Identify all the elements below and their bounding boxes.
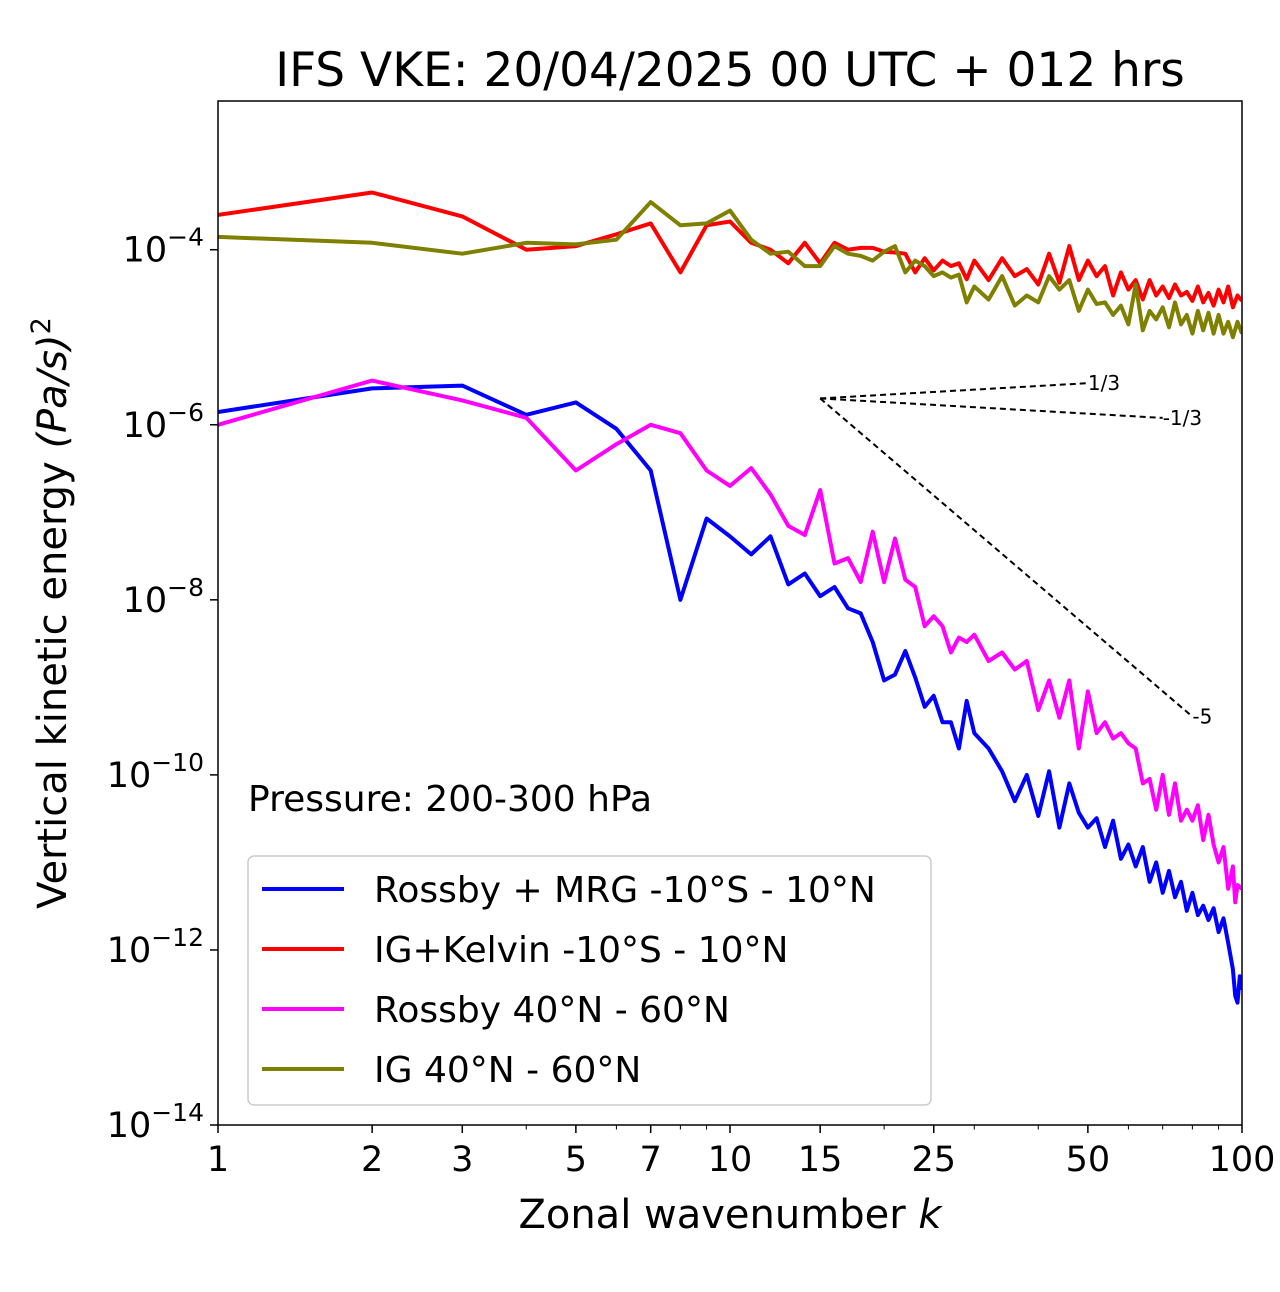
chart-title: IFS VKE: 20/04/2025 00 UTC + 012 hrs [275, 43, 1185, 98]
y-tick-label: 10−6 [123, 398, 204, 446]
y-tick-label: 10−12 [107, 923, 204, 971]
y-tick-label: 10−14 [107, 1098, 204, 1146]
series-line-3 [218, 200, 1242, 340]
plot-frame [217, 100, 1243, 1126]
y-tick-label: 10−10 [107, 748, 204, 796]
reference-slope-label: 1/3 [1088, 371, 1120, 395]
x-tick-label: 2 [361, 1140, 383, 1180]
x-tick-label: 50 [1066, 1140, 1111, 1180]
x-axis-label-text: Zonal wavenumber [518, 1192, 906, 1238]
y-tick-label: 10−4 [123, 223, 204, 271]
y-axis-label-unit: (Pa/s) [30, 334, 76, 448]
x-tick-label: 7 [640, 1140, 662, 1180]
x-axis-label-var: k [918, 1192, 943, 1238]
reference-slope-line [819, 397, 1194, 718]
y-tick-label: 10−8 [123, 573, 204, 621]
y-axis-label-exp: 2 [26, 317, 57, 334]
ticks-layer: 1 2 3 5 7 10 15 25 50 100 10−14 10−12 10−10 10−8 10−6 1… [107, 223, 1276, 1180]
legend-label: IG 40°N - 60°N [374, 1050, 641, 1091]
legend: Rossby + MRG -10°S - 10°N IG+Kelvin -10°S… [247, 855, 932, 1106]
reference-slope-label: -5 [1192, 705, 1212, 729]
series-line-0 [218, 383, 1242, 1005]
pressure-annotation: Pressure: 200-300 hPa [248, 779, 652, 820]
x-tick-label: 5 [565, 1140, 587, 1180]
legend-label: Rossby + MRG -10°S - 10°N [374, 870, 876, 911]
x-tick-label: 15 [798, 1140, 843, 1180]
x-tick-label: 3 [451, 1140, 473, 1180]
legend-label: IG+Kelvin -10°S - 10°N [374, 930, 788, 971]
y-axis-label: Vertical kinetic energy (Pa/s)2 [26, 317, 76, 909]
reference-slope-line [820, 382, 1088, 400]
x-tick-label: 1 [207, 1140, 229, 1180]
reference-slope-line [820, 397, 1163, 419]
y-axis-label-text: Vertical kinetic energy [30, 461, 76, 909]
reference-slopes: 1/3 -1/3 -5 [819, 371, 1212, 729]
x-tick-label: 100 [1209, 1140, 1276, 1180]
series-line-2 [218, 378, 1242, 905]
legend-box [247, 855, 932, 1106]
legend-entries: Rossby + MRG -10°S - 10°N IG+Kelvin -10°S… [262, 870, 876, 1091]
x-tick-label: 10 [708, 1140, 753, 1180]
reference-slope-label: -1/3 [1163, 406, 1202, 430]
legend-label: Rossby 40°N - 60°N [374, 990, 730, 1031]
x-tick-label: 25 [911, 1140, 956, 1180]
x-axis-label: Zonal wavenumber k [518, 1192, 943, 1238]
series-layer [218, 190, 1242, 1005]
